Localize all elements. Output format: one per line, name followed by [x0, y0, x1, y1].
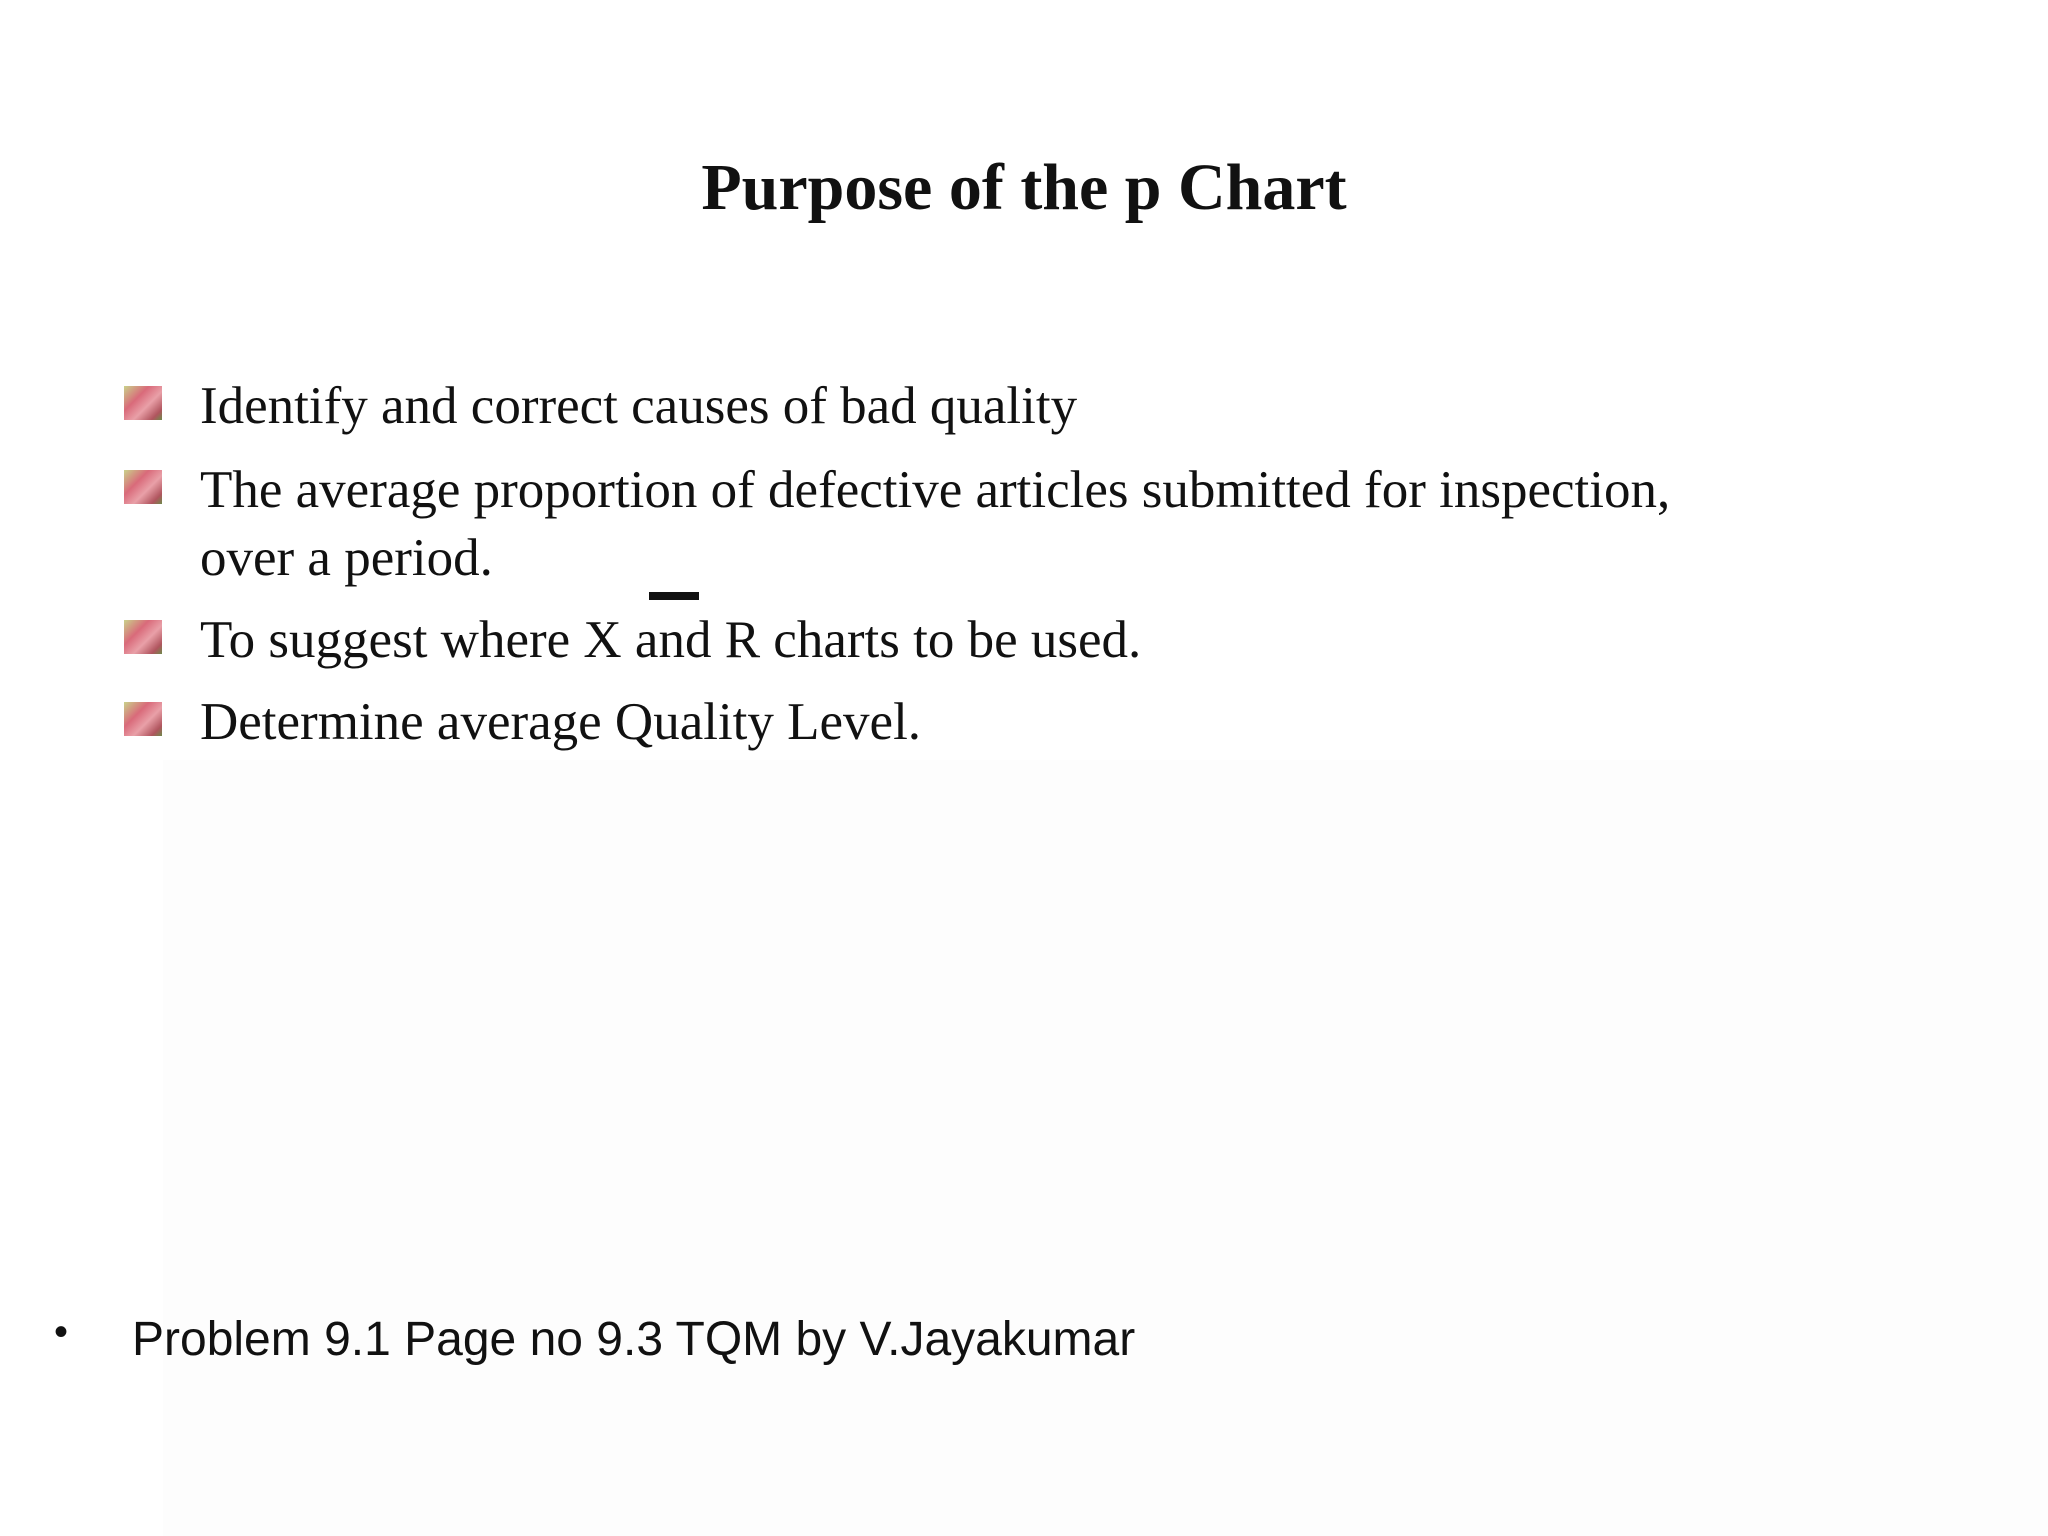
bullet-icon: [124, 702, 162, 736]
footer-bullet: •: [54, 1310, 69, 1354]
bullet-text: The average proportion of defective arti…: [200, 461, 1671, 587]
bullet-text: Identify and correct causes of bad quali…: [200, 377, 1078, 435]
footer-note: Problem 9.1 Page no 9.3 TQM by V.Jayakum…: [132, 1313, 1136, 1366]
overbar: [649, 592, 699, 600]
bullet-text: To suggest where X and R charts to be us…: [200, 611, 1142, 669]
slide-title: Purpose of the p Chart: [701, 151, 1347, 224]
bullet-icon: [124, 620, 162, 654]
bullet-icon: [124, 386, 162, 420]
bullet-icon: [124, 470, 162, 504]
bullet-text: Determine average Quality Level.: [200, 693, 922, 751]
background-shade: [163, 760, 2048, 1536]
